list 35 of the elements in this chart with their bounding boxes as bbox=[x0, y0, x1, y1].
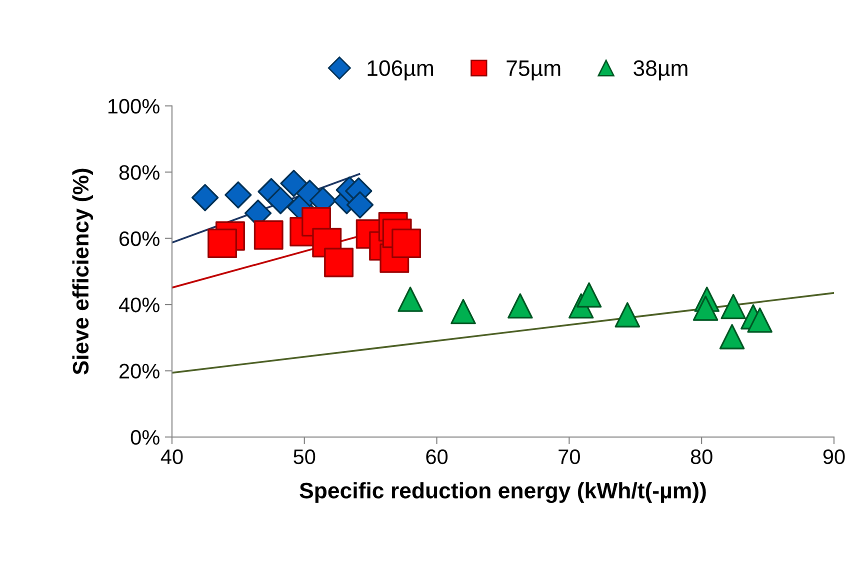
point bbox=[346, 191, 374, 218]
point bbox=[208, 228, 238, 258]
x-axis-title: Specific reduction energy (kWh/t(-µm)) bbox=[300, 482, 706, 503]
y-tick-label: 40% bbox=[118, 298, 160, 312]
point bbox=[692, 296, 718, 321]
point bbox=[398, 286, 423, 312]
y-tick-label: 60% bbox=[120, 231, 160, 246]
legend-label: 75µm bbox=[506, 60, 560, 80]
point bbox=[614, 302, 640, 328]
point bbox=[508, 293, 533, 319]
point bbox=[392, 228, 422, 258]
point bbox=[576, 282, 602, 308]
y-axis-title: Sieve efficiency (%) bbox=[72, 168, 93, 375]
point bbox=[450, 298, 476, 324]
x-tick-label: 70 bbox=[558, 449, 580, 464]
point bbox=[280, 170, 308, 197]
point bbox=[254, 220, 284, 250]
x-tick-label: 80 bbox=[690, 449, 712, 464]
legend-label: 106µm bbox=[368, 60, 434, 80]
y-tick-label: 100% bbox=[108, 98, 160, 114]
point bbox=[266, 186, 294, 214]
x-tick-label: 40 bbox=[160, 449, 183, 464]
y-tick-label: 80% bbox=[119, 165, 160, 180]
x-tick-label: 60 bbox=[426, 449, 448, 464]
x-tick-label: 90 bbox=[823, 449, 845, 464]
y-tick-label: 20% bbox=[120, 364, 160, 379]
y-tick-label: 0% bbox=[130, 430, 160, 445]
point bbox=[719, 324, 745, 350]
point bbox=[720, 294, 746, 320]
point bbox=[324, 248, 354, 278]
x-tick-label: 50 bbox=[294, 449, 316, 464]
point bbox=[224, 181, 252, 209]
point bbox=[747, 307, 772, 333]
legend-label: 38µm bbox=[634, 60, 688, 80]
point bbox=[191, 184, 219, 212]
